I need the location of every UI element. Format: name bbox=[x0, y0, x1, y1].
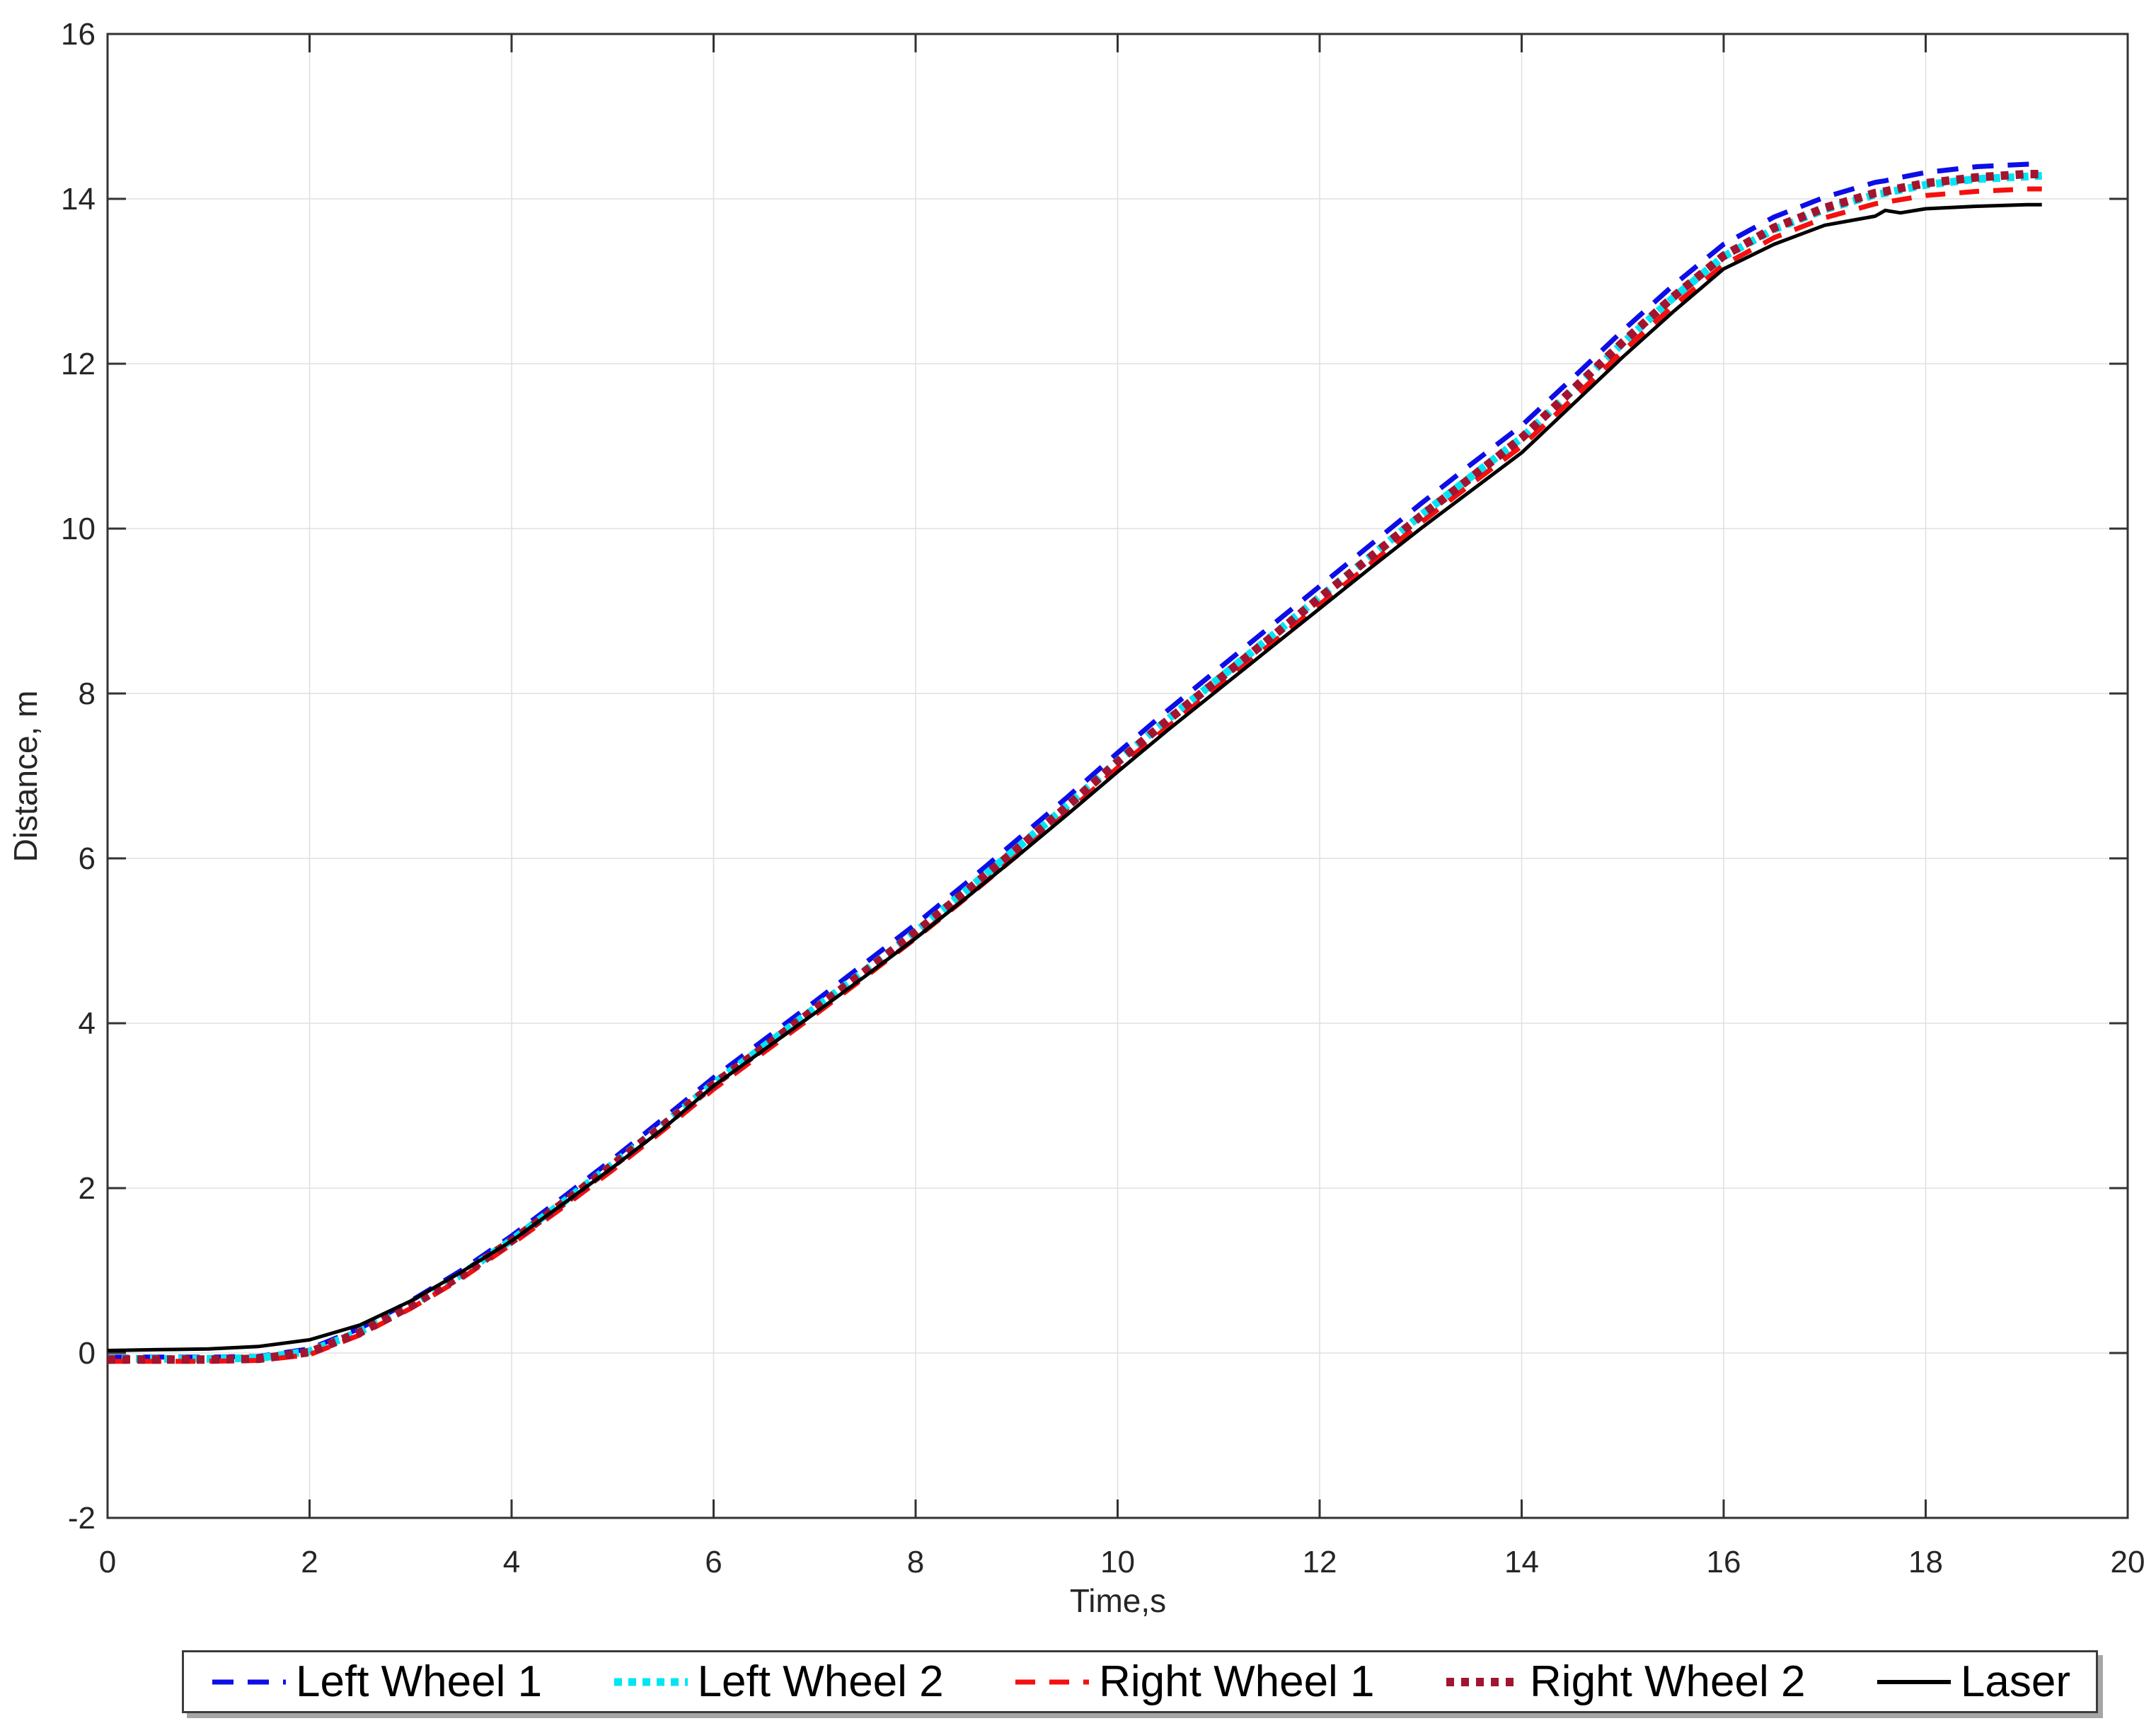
series-line-right-wheel-1 bbox=[108, 186, 2042, 1364]
x-tick-label: 14 bbox=[1504, 1545, 1539, 1579]
legend-swatch-laser bbox=[1877, 1679, 1951, 1684]
x-tick-label: 8 bbox=[907, 1545, 924, 1579]
legend-label-left-wheel-1: Left Wheel 1 bbox=[296, 1657, 543, 1706]
legend-item-left-wheel-2: Left Wheel 2 bbox=[611, 1659, 944, 1705]
series-line-right-wheel-2 bbox=[108, 170, 2042, 1364]
y-tick-label: 0 bbox=[79, 1336, 96, 1371]
legend-item-laser: Laser bbox=[1874, 1659, 2070, 1705]
legend-swatch-left-wheel-2 bbox=[613, 1678, 688, 1686]
y-tick-label: 12 bbox=[61, 347, 96, 381]
series-lines bbox=[107, 161, 2042, 1364]
y-tick-label: 16 bbox=[61, 17, 96, 52]
y-tick-label: 14 bbox=[61, 182, 96, 217]
x-tick-label: 12 bbox=[1303, 1545, 1337, 1579]
legend: Left Wheel 1 Left Wheel 2 Right Wheel 1 Rig… bbox=[182, 1650, 2098, 1713]
series-line-laser bbox=[107, 202, 2042, 1352]
gridlines bbox=[107, 33, 2128, 1519]
x-tick-label: 6 bbox=[705, 1545, 722, 1579]
y-tick-label: 10 bbox=[61, 512, 96, 546]
x-tick-label: 4 bbox=[503, 1545, 520, 1579]
x-tick-label: 10 bbox=[1100, 1545, 1135, 1579]
legend-label-left-wheel-2: Left Wheel 2 bbox=[697, 1657, 944, 1706]
legend-item-left-wheel-1: Left Wheel 1 bbox=[209, 1659, 542, 1705]
y-tick-labels: -2 0 2 4 6 8 10 12 14 16 bbox=[61, 17, 96, 1536]
legend-swatch-right-wheel-2 bbox=[1446, 1677, 1521, 1686]
y-tick-label: 2 bbox=[79, 1171, 96, 1206]
x-tick-label: 20 bbox=[2111, 1545, 2145, 1579]
y-tick-label: 8 bbox=[79, 676, 96, 711]
x-axis-label: Time,s bbox=[1070, 1582, 1166, 1619]
x-tick-label: 2 bbox=[301, 1545, 318, 1579]
x-tick-label: 18 bbox=[1908, 1545, 1943, 1579]
x-tick-label: 16 bbox=[1707, 1545, 1741, 1579]
x-tick-labels: 0 2 4 6 8 10 12 14 16 18 20 bbox=[99, 1545, 2145, 1579]
plot-border bbox=[106, 33, 2129, 1519]
y-tick-label: 4 bbox=[79, 1006, 96, 1041]
legend-label-laser: Laser bbox=[1960, 1657, 2070, 1706]
legend-label-right-wheel-1: Right Wheel 1 bbox=[1099, 1657, 1375, 1706]
y-tick-label: -2 bbox=[68, 1501, 96, 1536]
legend-label-right-wheel-2: Right Wheel 2 bbox=[1530, 1657, 1806, 1706]
legend-swatch-right-wheel-1 bbox=[1015, 1679, 1090, 1684]
series-line-left-wheel-2 bbox=[108, 171, 2042, 1363]
legend-item-right-wheel-1: Right Wheel 1 bbox=[1013, 1657, 1375, 1706]
legend-swatch-left-wheel-1 bbox=[212, 1679, 286, 1684]
x-tick-label: 0 bbox=[99, 1545, 116, 1579]
y-axis-label: Distance, m bbox=[7, 691, 44, 863]
series-line-left-wheel-1 bbox=[108, 161, 2042, 1360]
legend-item-right-wheel-2: Right Wheel 2 bbox=[1443, 1659, 1805, 1705]
y-tick-label: 6 bbox=[79, 841, 96, 876]
